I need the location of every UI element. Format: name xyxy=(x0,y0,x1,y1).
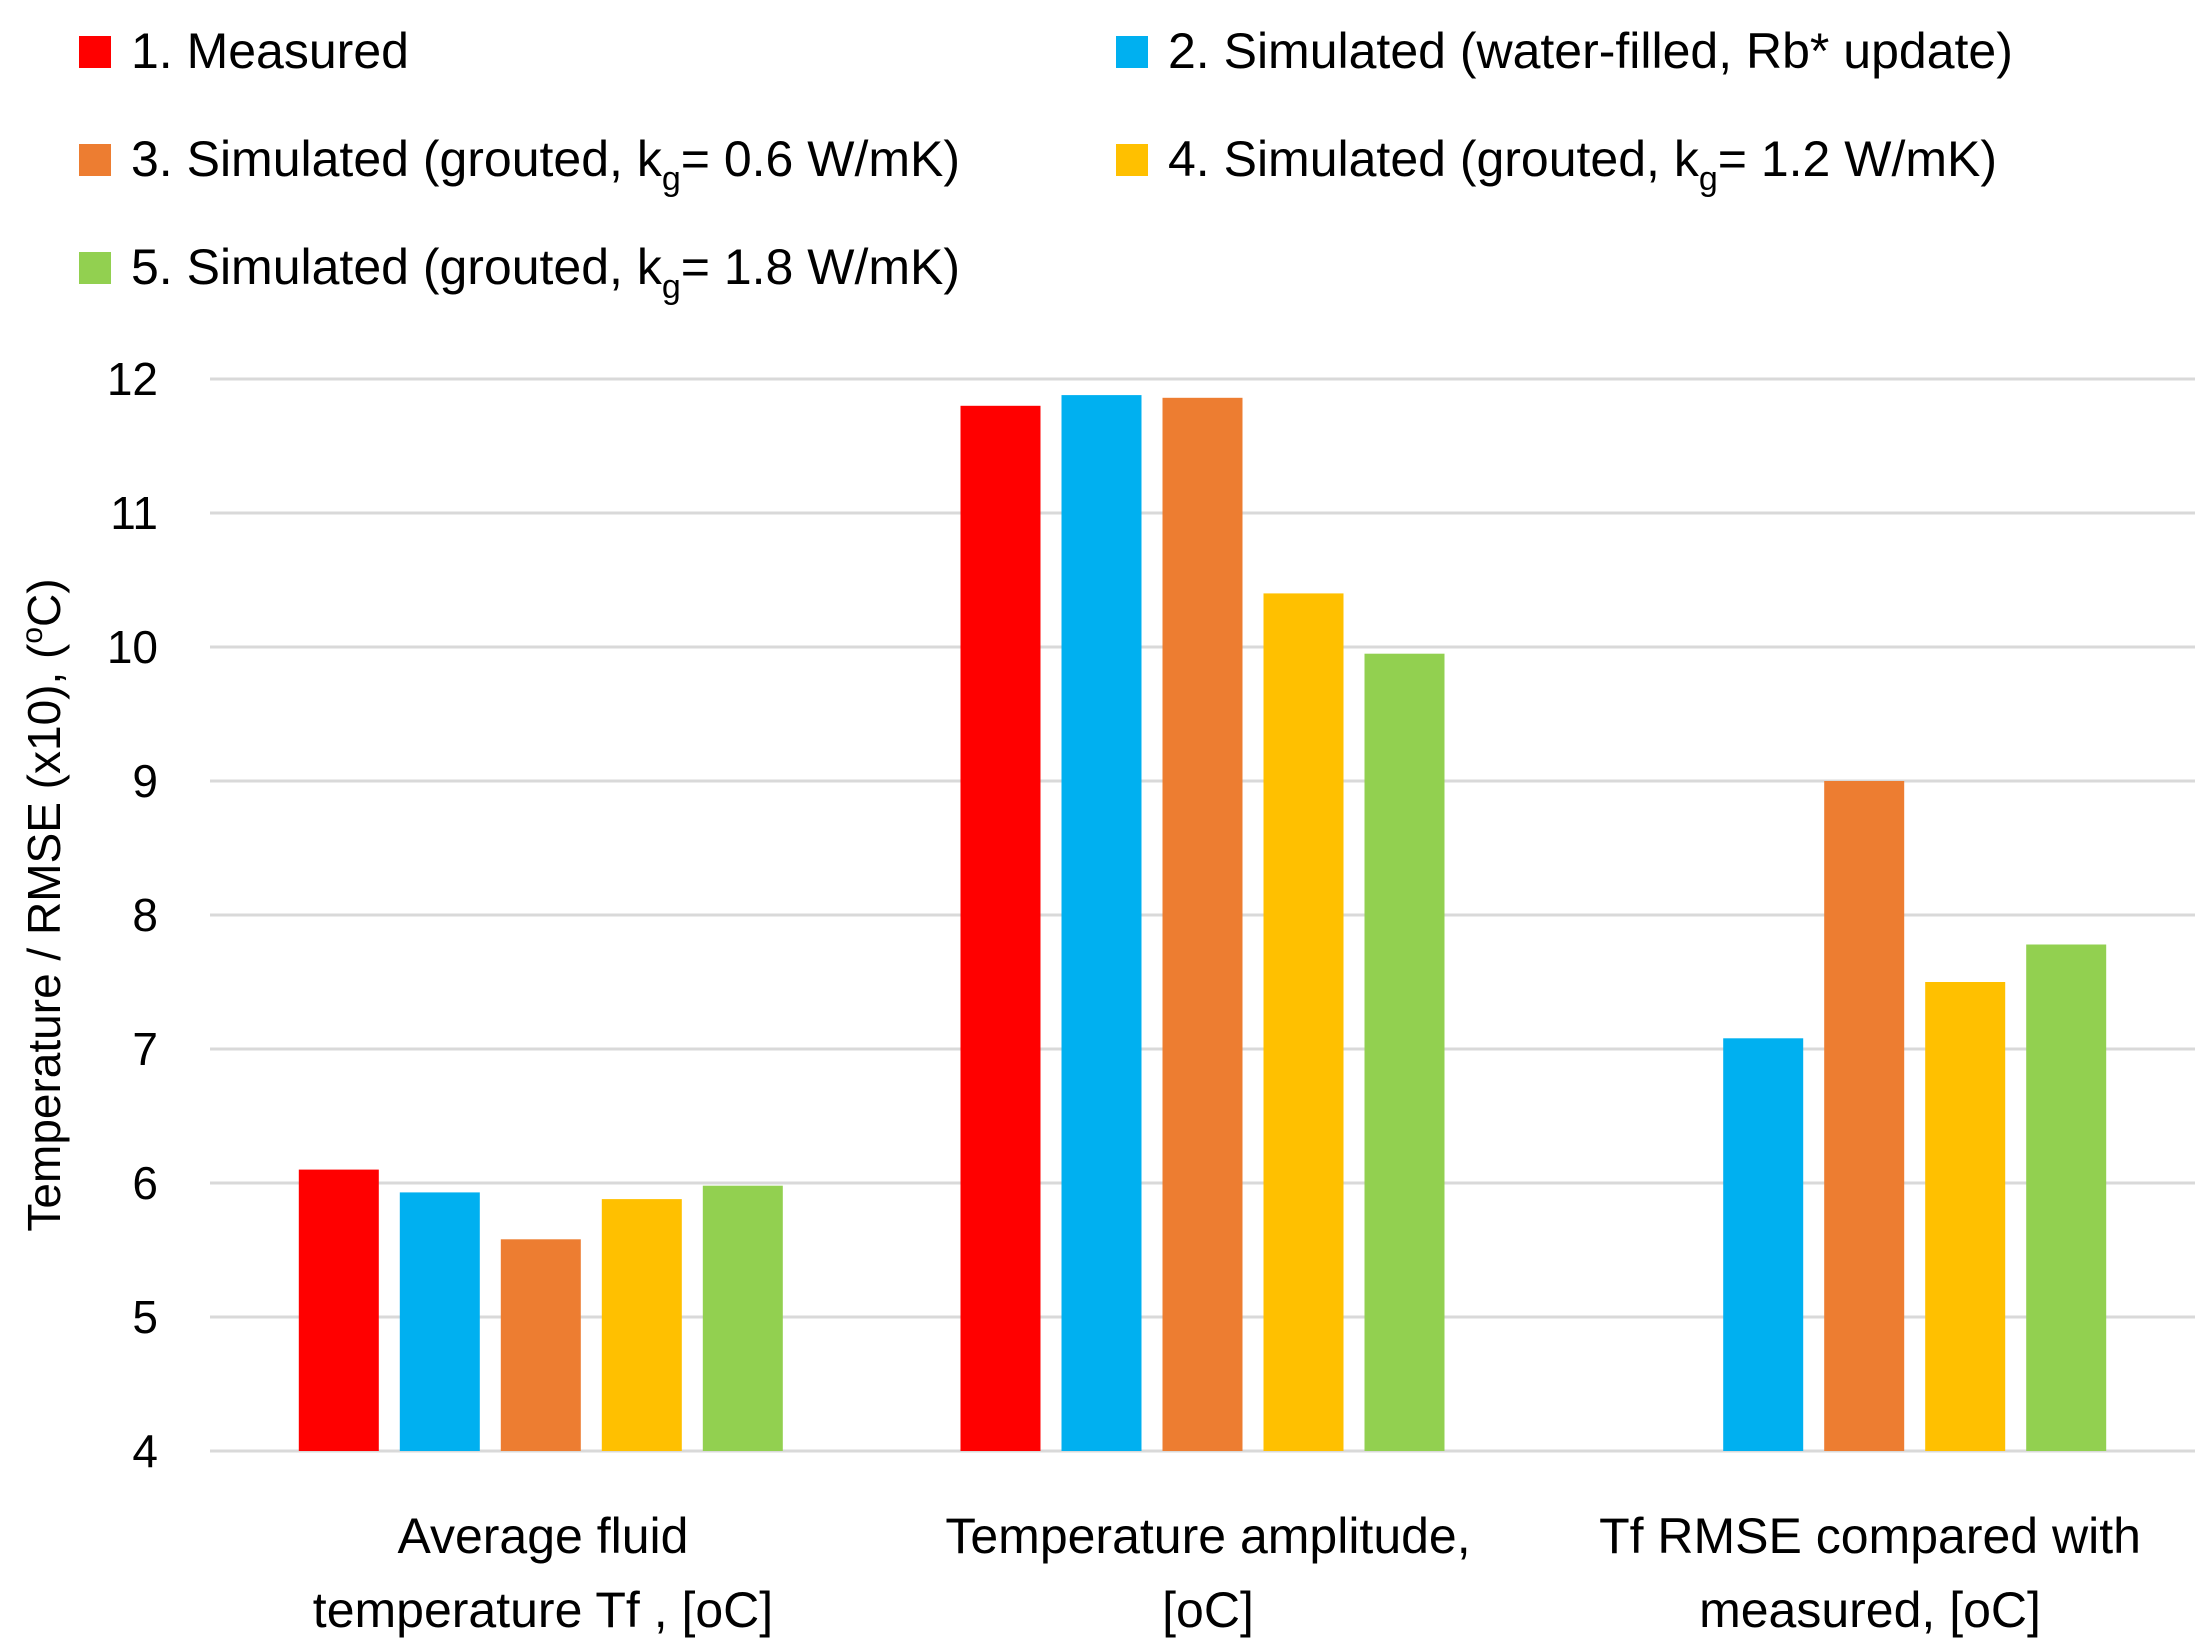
y-tick-label-8: 8 xyxy=(132,889,158,941)
y-tick-label-11: 11 xyxy=(110,487,158,539)
legend-swatch-2 xyxy=(1116,36,1148,68)
legend-label-5: 5. Simulated (grouted, kg= 1.8 W/mK) xyxy=(131,239,960,306)
bar-cat3-series2 xyxy=(1723,1038,1804,1451)
category-label-1-line2: temperature Tf , [oC] xyxy=(313,1582,773,1638)
category-label-3-line1: Tf RMSE compared with xyxy=(1599,1508,2141,1564)
bar-cat3-series3 xyxy=(1824,781,1905,1451)
y-axis-ticks: 4 5 6 7 8 9 10 11 12 xyxy=(107,353,158,1477)
x-axis-categories: Average fluid temperature Tf , [oC] Temp… xyxy=(313,1508,2141,1638)
bar-cat1-series1 xyxy=(298,1169,379,1451)
bar-cat1-series5 xyxy=(702,1185,783,1451)
bars xyxy=(298,395,2107,1452)
legend-swatch-1 xyxy=(79,36,111,68)
bar-cat1-series4 xyxy=(601,1199,682,1451)
y-tick-label-12: 12 xyxy=(107,353,158,405)
y-tick-label-4: 4 xyxy=(132,1425,158,1477)
category-label-3-line2: measured, [oC] xyxy=(1699,1582,2041,1638)
bar-cat2-series2 xyxy=(1061,395,1142,1452)
y-tick-label-5: 5 xyxy=(132,1291,158,1343)
bar-cat2-series4 xyxy=(1263,593,1344,1451)
category-label-2-line2: [oC] xyxy=(1162,1582,1254,1638)
category-label-1-line1: Average fluid xyxy=(398,1508,689,1564)
legend-swatch-3 xyxy=(79,144,111,176)
bar-cat3-series5 xyxy=(2026,944,2107,1451)
legend-swatch-4 xyxy=(1116,144,1148,176)
legend-label-2: 2. Simulated (water-filled, Rb* update) xyxy=(1168,23,2013,79)
y-tick-label-10: 10 xyxy=(107,621,158,673)
legend-swatch-5 xyxy=(79,252,111,284)
bar-cat2-series5 xyxy=(1364,653,1445,1451)
legend: 1. Measured 2. Simulated (water-filled, … xyxy=(79,23,2013,306)
y-tick-label-9: 9 xyxy=(132,755,158,807)
y-tick-label-6: 6 xyxy=(132,1157,158,1209)
y-tick-label-7: 7 xyxy=(132,1023,158,1075)
bar-cat2-series3 xyxy=(1162,397,1243,1451)
bar-cat1-series2 xyxy=(399,1192,480,1451)
y-axis-title: Temperature / RMSE (x10), (oC) xyxy=(16,578,70,1231)
category-label-2-line1: Temperature amplitude, xyxy=(945,1508,1470,1564)
bar-cat1-series3 xyxy=(500,1239,581,1451)
bar-cat3-series4 xyxy=(1925,982,2006,1451)
legend-label-1: 1. Measured xyxy=(131,23,409,79)
bar-cat2-series1 xyxy=(960,405,1041,1451)
legend-label-3: 3. Simulated (grouted, kg= 0.6 W/mK) xyxy=(131,131,960,198)
legend-label-4: 4. Simulated (grouted, kg= 1.2 W/mK) xyxy=(1168,131,1997,198)
